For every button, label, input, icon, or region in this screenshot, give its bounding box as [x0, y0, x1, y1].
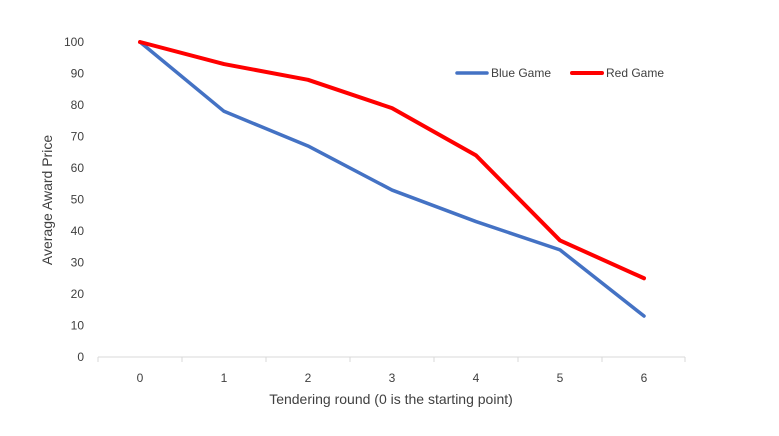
- y-tick-label: 70: [71, 130, 85, 144]
- y-tick-label: 100: [64, 35, 84, 49]
- legend-label: Red Game: [606, 66, 664, 80]
- x-axis-title: Tendering round (0 is the starting point…: [269, 391, 513, 407]
- x-tick-label: 6: [641, 371, 648, 385]
- legend-label: Blue Game: [491, 66, 551, 80]
- x-tick-label: 1: [221, 371, 228, 385]
- y-tick-label: 50: [71, 193, 85, 207]
- y-tick-label: 30: [71, 256, 85, 270]
- y-tick-label: 90: [71, 67, 85, 81]
- y-axis-title: Average Award Price: [39, 135, 55, 265]
- x-tick-label: 3: [389, 371, 396, 385]
- series-line-red-game: [140, 42, 644, 278]
- series-red-game: [140, 42, 644, 278]
- y-axis: 0 10 20 30 40 50 60 70 80 90 100: [64, 35, 84, 364]
- x-tick-label: 0: [137, 371, 144, 385]
- y-tick-label: 40: [71, 224, 85, 238]
- x-axis: 0 1 2 3 4 5 6: [98, 357, 685, 385]
- series-line-blue-game: [140, 42, 644, 316]
- series-lines: [140, 42, 644, 316]
- x-tick-label: 5: [557, 371, 564, 385]
- x-tick-label: 2: [305, 371, 312, 385]
- y-tick-label: 0: [77, 350, 84, 364]
- y-tick-label: 80: [71, 98, 85, 112]
- legend: Blue Game Red Game: [457, 66, 664, 80]
- y-tick-label: 60: [71, 161, 85, 175]
- legend-item-blue-game: Blue Game: [457, 66, 551, 80]
- y-tick-label: 10: [71, 319, 85, 333]
- legend-item-red-game: Red Game: [572, 66, 664, 80]
- y-tick-label: 20: [71, 287, 85, 301]
- series-blue-game: [140, 42, 644, 316]
- x-tick-label: 4: [473, 371, 480, 385]
